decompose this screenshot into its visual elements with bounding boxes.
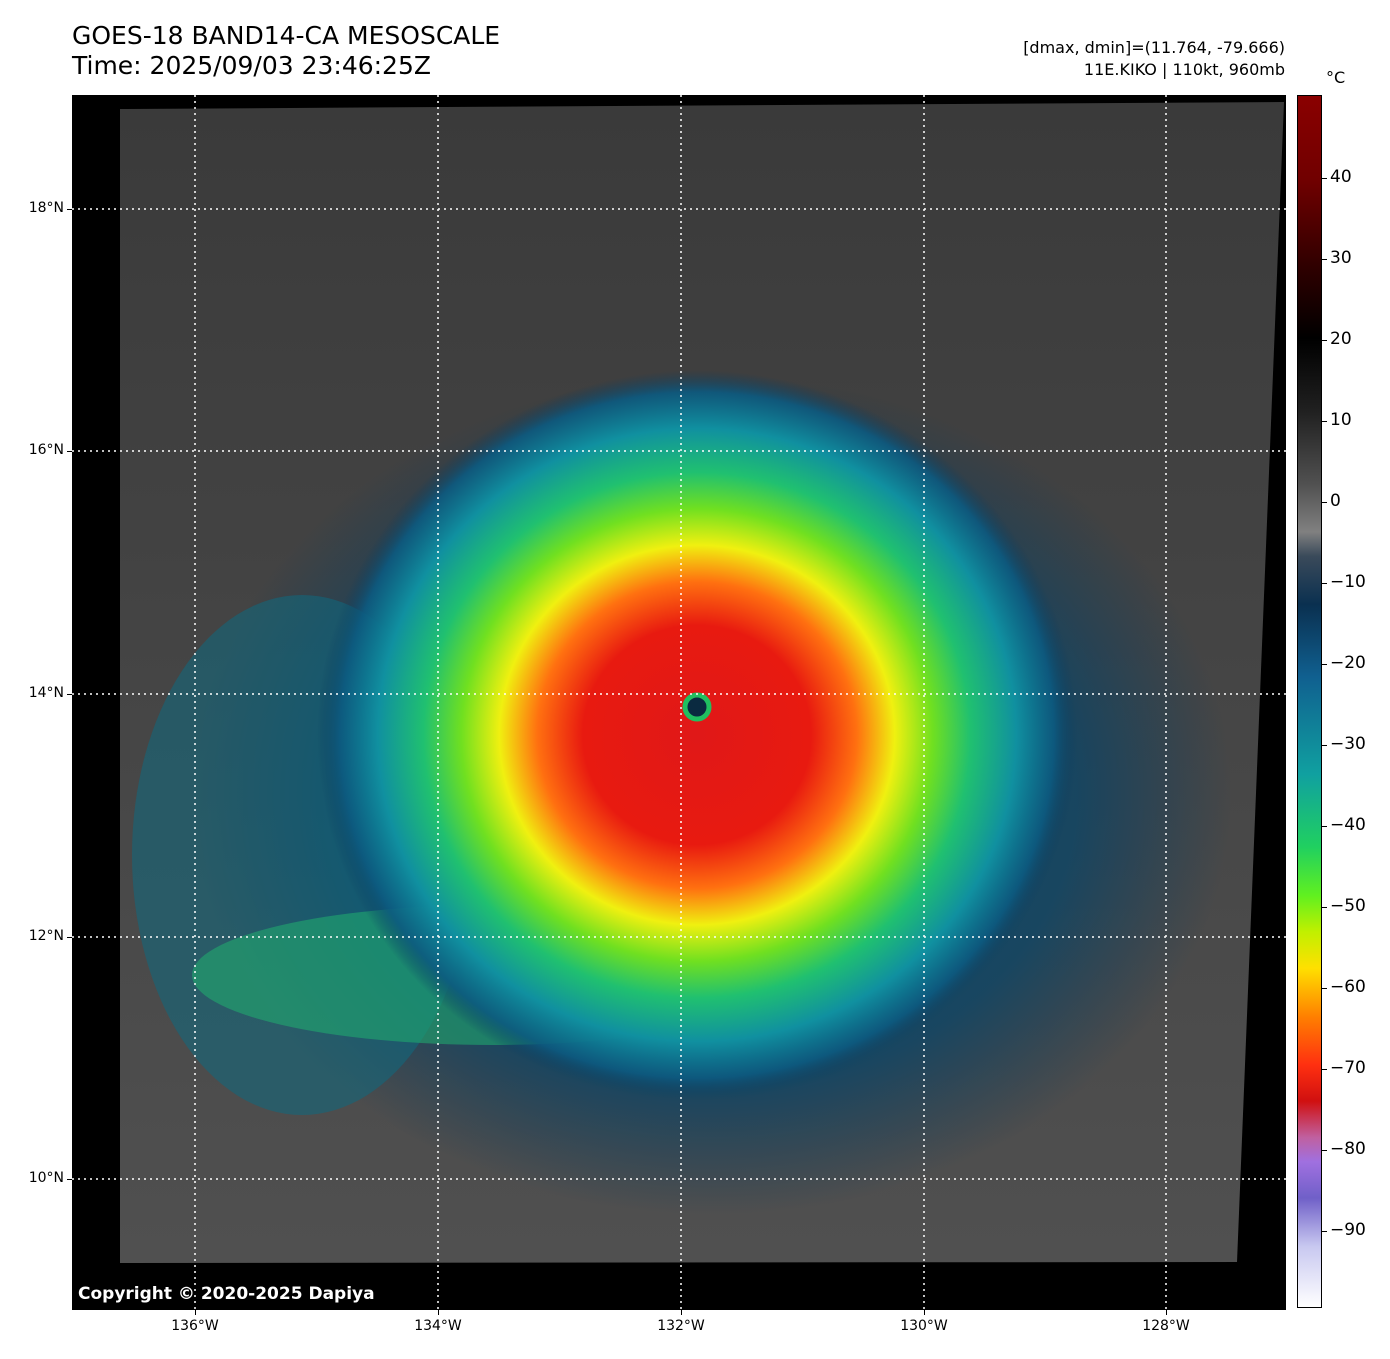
title-line-2: Time: 2025/09/03 23:46:25Z xyxy=(72,51,431,80)
eye xyxy=(682,692,712,722)
colorbar-tick xyxy=(1322,421,1327,422)
lat-label: 12°N xyxy=(28,928,64,944)
colorbar-label: −30 xyxy=(1330,734,1366,754)
colorbar-unit: °C xyxy=(1326,68,1346,87)
colorbar-tick xyxy=(1322,745,1327,746)
lat-tick xyxy=(67,1179,72,1180)
colorbar-tick xyxy=(1322,1150,1327,1151)
colorbar-label: −80 xyxy=(1330,1139,1366,1159)
colorbar-label: −60 xyxy=(1330,977,1366,997)
colorbar-label: −70 xyxy=(1330,1058,1366,1078)
colorbar-tick xyxy=(1322,502,1327,503)
colorbar-tick xyxy=(1322,583,1327,584)
colorbar-tick xyxy=(1322,178,1327,179)
lon-tick xyxy=(924,1310,925,1315)
colorbar-label: 40 xyxy=(1330,167,1352,187)
lat-tick xyxy=(67,451,72,452)
lat-label: 10°N xyxy=(28,1170,64,1186)
lat-label: 14°N xyxy=(28,685,64,701)
colorbar-tick xyxy=(1322,1231,1327,1232)
lon-label: 134°W xyxy=(414,1318,462,1334)
colorbar-label: 0 xyxy=(1330,491,1341,511)
colorbar-tick xyxy=(1322,664,1327,665)
lon-label: 132°W xyxy=(657,1318,705,1334)
lon-label: 136°W xyxy=(171,1318,219,1334)
central-dense-overcast xyxy=(317,370,1077,1100)
satellite-imagery xyxy=(72,95,1286,1310)
colorbar-label: −20 xyxy=(1330,653,1366,673)
stats-line: [dmax, dmin]=(11.764, -79.666) xyxy=(1023,38,1285,57)
copyright-text: Copyright © 2020-2025 Dapiya xyxy=(78,1284,375,1304)
lat-label: 18°N xyxy=(28,200,64,216)
lon-tick xyxy=(681,1310,682,1315)
colorbar-label: −90 xyxy=(1330,1220,1366,1240)
grid-lines xyxy=(72,95,1286,1310)
satellite-map: Copyright © 2020-2025 Dapiya xyxy=(72,95,1286,1310)
temperature-colorbar xyxy=(1297,95,1322,1308)
lat-label: 16°N xyxy=(28,442,64,458)
lon-label: 128°W xyxy=(1142,1318,1190,1334)
title-line-1: GOES-18 BAND14-CA MESOSCALE xyxy=(72,21,501,50)
lat-tick xyxy=(67,937,72,938)
lon-tick xyxy=(1166,1310,1167,1315)
colorbar-label: 10 xyxy=(1330,410,1352,430)
lon-tick xyxy=(438,1310,439,1315)
lat-tick xyxy=(67,209,72,210)
colorbar-tick xyxy=(1322,826,1327,827)
colorbar-tick xyxy=(1322,340,1327,341)
colorbar-label: −10 xyxy=(1330,572,1366,592)
colorbar-tick xyxy=(1322,907,1327,908)
lat-tick xyxy=(67,694,72,695)
colorbar-label: 20 xyxy=(1330,329,1352,349)
lon-tick xyxy=(195,1310,196,1315)
colorbar-label: 30 xyxy=(1330,248,1352,268)
colorbar-tick xyxy=(1322,988,1327,989)
colorbar-tick xyxy=(1322,1069,1327,1070)
colorbar-tick xyxy=(1322,259,1327,260)
colorbar-label: −40 xyxy=(1330,815,1366,835)
lon-label: 130°W xyxy=(900,1318,948,1334)
colorbar-label: −50 xyxy=(1330,896,1366,916)
storm-line: 11E.KIKO | 110kt, 960mb xyxy=(1083,60,1285,79)
